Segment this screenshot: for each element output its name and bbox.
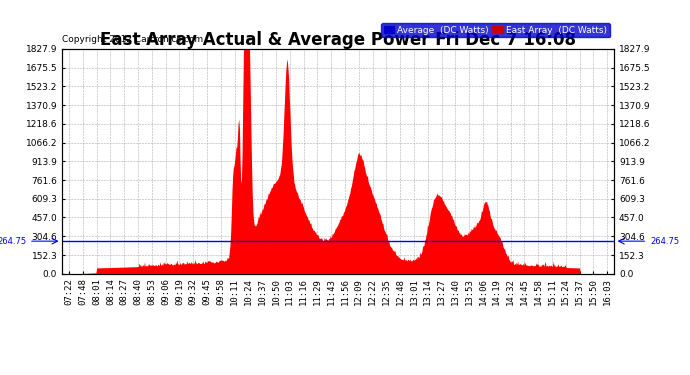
Legend: Average  (DC Watts), East Array  (DC Watts): Average (DC Watts), East Array (DC Watts… — [381, 23, 609, 37]
Text: 264.75: 264.75 — [650, 237, 679, 246]
Title: East Array Actual & Average Power Fri Dec 7 16:08: East Array Actual & Average Power Fri De… — [100, 31, 576, 49]
Text: 264.75: 264.75 — [0, 237, 26, 246]
Text: Copyright 2012 Cartronics.com: Copyright 2012 Cartronics.com — [62, 35, 204, 44]
